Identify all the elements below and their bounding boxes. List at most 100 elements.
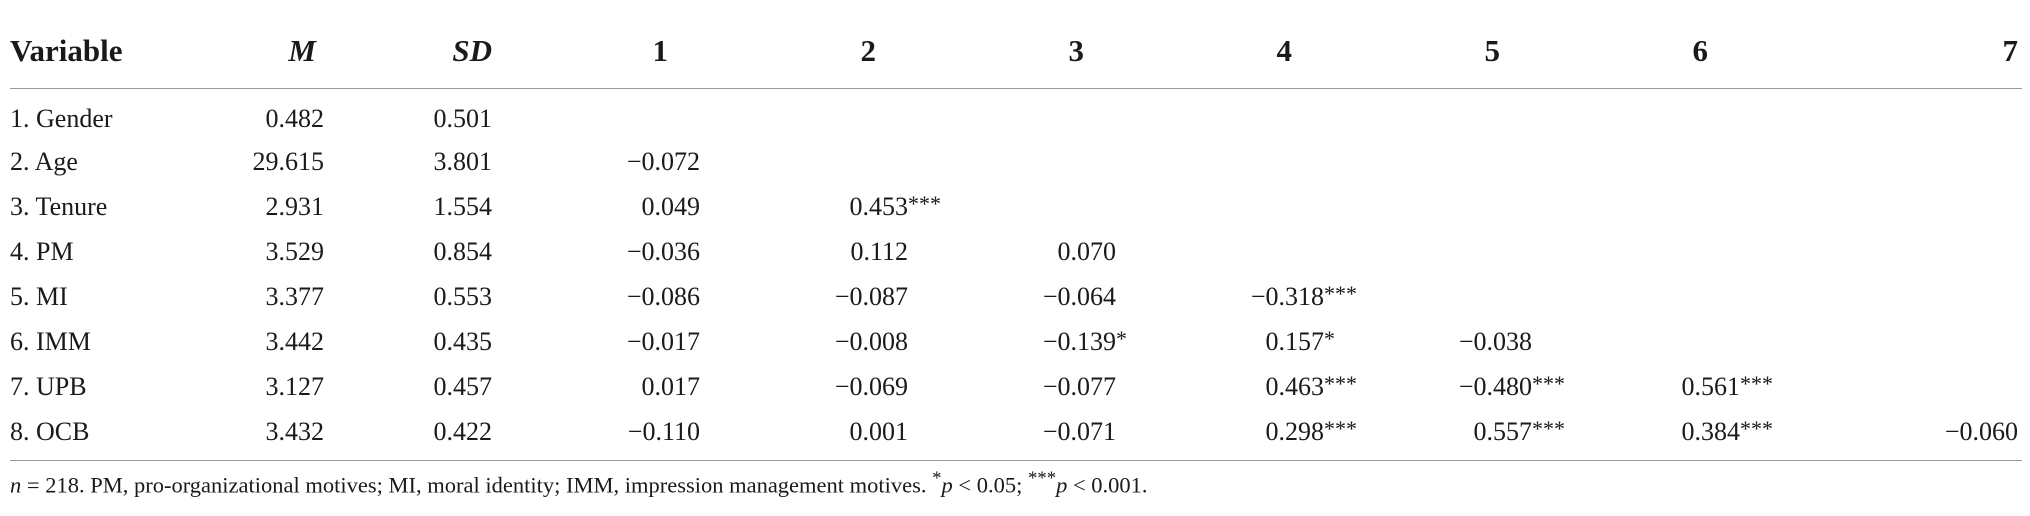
- corr-value: −0.110: [627, 416, 700, 446]
- row-label: 8. OCB: [10, 409, 200, 461]
- correlation-table: Variable M SD 1 2 3 4 5 6 7 1. Gender 0.4…: [10, 22, 2022, 461]
- cell-corr-5: [1416, 274, 1624, 319]
- cell-corr-2: [792, 89, 1000, 140]
- cell-corr-5: [1416, 89, 1624, 140]
- significance-marker: ***: [1740, 415, 1773, 441]
- cell-corr-2: −0.069: [792, 364, 1000, 409]
- cell-corr-5: [1416, 184, 1624, 229]
- cell-sd: 0.553: [433, 281, 493, 311]
- note-n-symbol: n: [10, 472, 22, 498]
- corr-value: −0.086: [626, 281, 700, 311]
- cell-corr-4: 0.463***: [1208, 364, 1416, 409]
- row-label: 5. MI: [10, 281, 68, 311]
- significance-marker: ***: [1324, 280, 1357, 306]
- cell-corr-3: [1000, 89, 1208, 140]
- header-variable: Variable: [10, 22, 200, 89]
- row-label: 3. Tenure: [10, 191, 108, 221]
- corr-value: −0.071: [1042, 416, 1116, 446]
- note-text: = 218. PM, pro-organizational motives; M…: [21, 472, 933, 498]
- cell-corr-3: 0.070: [1000, 229, 1208, 274]
- cell-corr-4: 0.298***: [1208, 409, 1416, 461]
- note-p2-symbol: p: [1056, 472, 1068, 498]
- cell-sd: 0.501: [433, 104, 493, 133]
- row-label: 6. IMM: [10, 326, 91, 356]
- header-col-1: 1: [584, 22, 792, 89]
- corr-value: 0.070: [1057, 236, 1117, 266]
- cell-corr-3: [1000, 139, 1208, 184]
- note-p1-symbol: p: [941, 472, 953, 498]
- cell-corr-4: 0.157*: [1208, 319, 1416, 364]
- corr-value: −0.069: [834, 371, 908, 401]
- cell-corr-6: [1624, 89, 1832, 140]
- corr-value: −0.064: [1042, 281, 1116, 311]
- cell-corr-5: 0.557***: [1416, 409, 1624, 461]
- cell-corr-7: [1832, 319, 2022, 364]
- cell-corr-2: 0.001: [792, 409, 1000, 461]
- note-p1-text: < 0.05;: [952, 472, 1028, 498]
- row-label: 4. PM: [10, 236, 74, 266]
- cell-corr-5: [1416, 139, 1624, 184]
- cell-corr-1: 0.017: [584, 364, 792, 409]
- cell-sd: 1.554: [433, 191, 493, 221]
- significance-marker: *: [1116, 325, 1127, 351]
- cell-corr-1: −0.086: [584, 274, 792, 319]
- cell-corr-2: −0.008: [792, 319, 1000, 364]
- corr-value: 0.017: [641, 371, 701, 401]
- cell-corr-6: 0.561***: [1624, 364, 1832, 409]
- cell-mean: 3.377: [265, 281, 325, 311]
- cell-corr-7: [1832, 274, 2022, 319]
- cell-corr-3: [1000, 184, 1208, 229]
- cell-mean: 3.529: [265, 236, 325, 266]
- corr-value: 0.561: [1681, 371, 1741, 401]
- cell-corr-2: [792, 139, 1000, 184]
- cell-mean: 3.432: [200, 409, 376, 461]
- cell-sd: 0.854: [433, 236, 493, 266]
- cell-corr-4: −0.318***: [1208, 274, 1416, 319]
- cell-corr-4: [1208, 89, 1416, 140]
- cell-corr-6: [1624, 274, 1832, 319]
- cell-sd: 3.801: [433, 146, 493, 176]
- cell-corr-3: −0.139*: [1000, 319, 1208, 364]
- table-row: 7. UPB 3.127 0.457 0.017 −0.069 −0.077 0.463**…: [10, 364, 2022, 409]
- significance-marker: ***: [908, 190, 941, 216]
- corr-value: −0.139: [1042, 326, 1116, 356]
- note-p2-star: ***: [1027, 468, 1057, 489]
- cell-corr-3: −0.077: [1000, 364, 1208, 409]
- cell-corr-1: −0.072: [584, 139, 792, 184]
- corr-value: −0.072: [626, 146, 700, 176]
- corr-value: 0.453: [849, 191, 909, 221]
- header-col-7: 7: [1832, 22, 2022, 89]
- corr-value: −0.318: [1250, 281, 1324, 311]
- cell-corr-7: [1832, 364, 2022, 409]
- corr-value: 0.557: [1473, 416, 1533, 446]
- note-p1-star: *: [932, 468, 942, 489]
- cell-corr-7: [1832, 229, 2022, 274]
- header-col-5: 5: [1416, 22, 1624, 89]
- significance-marker: *: [1324, 325, 1335, 351]
- cell-corr-1: 0.049: [584, 184, 792, 229]
- cell-mean: 0.482: [265, 104, 325, 133]
- cell-corr-3: −0.064: [1000, 274, 1208, 319]
- significance-marker: ***: [1740, 370, 1773, 396]
- cell-corr-5: −0.038: [1416, 319, 1624, 364]
- cell-sd: 0.422: [376, 409, 584, 461]
- cell-corr-2: 0.112: [792, 229, 1000, 274]
- corr-value: −0.077: [1042, 371, 1116, 401]
- significance-marker: ***: [1532, 415, 1565, 441]
- table-row: 3. Tenure 2.931 1.554 0.049 0.453***: [10, 184, 2022, 229]
- cell-corr-1: −0.036: [584, 229, 792, 274]
- cell-corr-4: [1208, 139, 1416, 184]
- corr-value: −0.480: [1458, 371, 1532, 401]
- row-label: 2. Age: [10, 146, 78, 176]
- corr-value: −0.008: [834, 326, 908, 356]
- significance-marker: ***: [1324, 370, 1357, 396]
- cell-corr-3: −0.071: [1000, 409, 1208, 461]
- header-sd: SD: [376, 22, 584, 89]
- header-col-6: 6: [1624, 22, 1832, 89]
- table-body: 1. Gender 0.482 0.501 2. Age 29.615 3.801 −0.0…: [10, 89, 2022, 461]
- note-p2-text: < 0.001.: [1067, 472, 1148, 498]
- cell-corr-6: [1624, 139, 1832, 184]
- cell-sd: 0.457: [433, 371, 493, 401]
- cell-corr-1: −0.017: [584, 319, 792, 364]
- cell-corr-5: −0.480***: [1416, 364, 1624, 409]
